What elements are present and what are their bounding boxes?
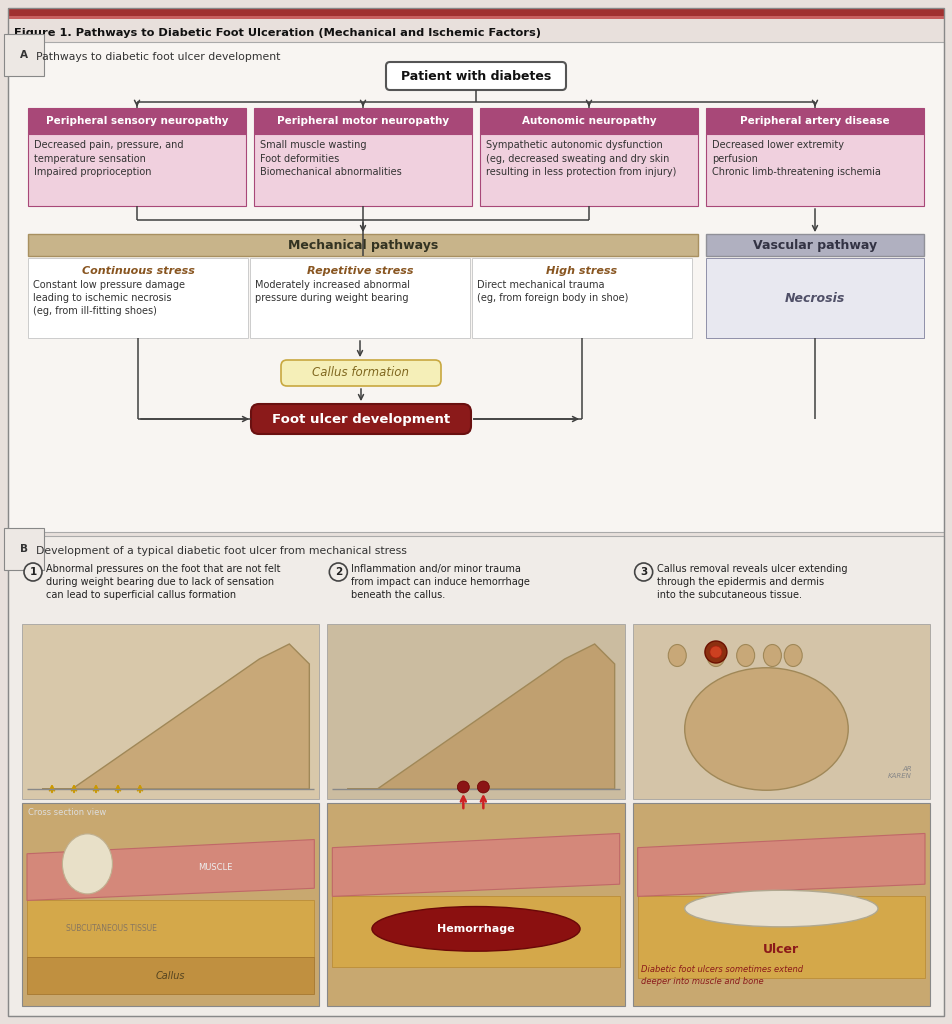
Text: Constant low pressure damage
leading to ischemic necrosis
(eg, from ill-fitting : Constant low pressure damage leading to … xyxy=(33,280,185,316)
Text: Diabetic foot ulcers sometimes extend
deeper into muscle and bone: Diabetic foot ulcers sometimes extend de… xyxy=(641,966,803,986)
Bar xyxy=(28,108,246,134)
Text: Abnormal pressures on the foot that are not felt
during weight bearing due to la: Abnormal pressures on the foot that are … xyxy=(46,564,281,600)
Bar xyxy=(254,134,472,206)
Ellipse shape xyxy=(737,644,755,667)
Ellipse shape xyxy=(764,644,782,667)
Text: Ulcer: Ulcer xyxy=(764,943,800,955)
Bar xyxy=(250,258,470,338)
Text: SUBCUTANEOUS TISSUE: SUBCUTANEOUS TISSUE xyxy=(66,925,157,933)
Bar xyxy=(27,957,314,994)
Text: Peripheral motor neuropathy: Peripheral motor neuropathy xyxy=(277,116,449,126)
Bar xyxy=(8,8,944,16)
Bar xyxy=(28,234,698,256)
Bar xyxy=(28,134,246,206)
Text: Patient with diabetes: Patient with diabetes xyxy=(401,70,551,83)
Text: Hemorrhage: Hemorrhage xyxy=(437,924,515,934)
Bar xyxy=(28,258,248,338)
Ellipse shape xyxy=(684,668,848,791)
Bar xyxy=(327,624,625,799)
Text: Continuous stress: Continuous stress xyxy=(82,266,194,276)
FancyBboxPatch shape xyxy=(386,62,566,90)
Ellipse shape xyxy=(684,890,878,927)
Bar xyxy=(638,896,925,978)
Text: 1: 1 xyxy=(30,567,36,577)
Bar xyxy=(706,234,924,256)
Text: 2: 2 xyxy=(335,567,342,577)
Text: Autonomic neuropathy: Autonomic neuropathy xyxy=(522,116,656,126)
Text: Necrosis: Necrosis xyxy=(784,292,845,304)
Text: Sympathetic autonomic dysfunction
(eg, decreased sweating and dry skin
resulting: Sympathetic autonomic dysfunction (eg, d… xyxy=(486,140,676,177)
FancyBboxPatch shape xyxy=(281,360,441,386)
Text: Moderately increased abnormal
pressure during weight bearing: Moderately increased abnormal pressure d… xyxy=(255,280,410,303)
Text: Peripheral sensory neuropathy: Peripheral sensory neuropathy xyxy=(46,116,228,126)
Bar xyxy=(8,42,944,532)
Bar xyxy=(633,803,930,1006)
Text: High stress: High stress xyxy=(546,266,618,276)
Bar xyxy=(480,134,698,206)
Text: Mechanical pathways: Mechanical pathways xyxy=(288,239,438,252)
Text: Callus: Callus xyxy=(156,971,186,981)
Circle shape xyxy=(477,781,489,793)
Bar xyxy=(27,900,314,957)
Ellipse shape xyxy=(668,644,686,667)
Polygon shape xyxy=(27,840,314,900)
Text: Decreased lower extremity
perfusion
Chronic limb-threatening ischemia: Decreased lower extremity perfusion Chro… xyxy=(712,140,881,177)
Text: Direct mechanical trauma
(eg, from foreign body in shoe): Direct mechanical trauma (eg, from forei… xyxy=(477,280,628,303)
Text: Vascular pathway: Vascular pathway xyxy=(753,239,877,252)
Text: Repetitive stress: Repetitive stress xyxy=(307,266,413,276)
Circle shape xyxy=(635,563,653,581)
Bar xyxy=(22,624,319,799)
Text: BONE: BONE xyxy=(75,859,99,868)
Text: Callus removal reveals ulcer extending
through the epidermis and dermis
into the: Callus removal reveals ulcer extending t… xyxy=(657,564,847,600)
Text: Peripheral artery disease: Peripheral artery disease xyxy=(741,116,890,126)
Ellipse shape xyxy=(707,644,724,667)
Bar xyxy=(472,258,692,338)
FancyBboxPatch shape xyxy=(251,404,471,434)
Ellipse shape xyxy=(784,644,803,667)
Text: A: A xyxy=(20,50,28,60)
Text: 3: 3 xyxy=(640,567,647,577)
Bar xyxy=(254,108,472,134)
Bar xyxy=(8,536,944,1016)
Circle shape xyxy=(329,563,347,581)
Text: Foot ulcer development: Foot ulcer development xyxy=(272,413,450,426)
Text: B: B xyxy=(20,544,28,554)
Ellipse shape xyxy=(63,834,112,894)
Bar xyxy=(706,134,924,206)
Text: Pathways to diabetic foot ulcer development: Pathways to diabetic foot ulcer developm… xyxy=(36,52,281,62)
Bar xyxy=(706,258,924,338)
Bar xyxy=(480,108,698,134)
Text: AR
KAREN: AR KAREN xyxy=(888,766,912,779)
Text: Inflammation and/or minor trauma
from impact can induce hemorrhage
beneath the c: Inflammation and/or minor trauma from im… xyxy=(351,564,530,600)
Bar xyxy=(8,16,944,19)
Circle shape xyxy=(457,781,469,793)
Ellipse shape xyxy=(704,641,727,663)
Polygon shape xyxy=(347,644,615,790)
Bar xyxy=(327,803,625,1006)
Text: Callus formation: Callus formation xyxy=(312,367,409,380)
Ellipse shape xyxy=(710,646,722,658)
Text: Cross section view: Cross section view xyxy=(28,808,107,817)
Circle shape xyxy=(24,563,42,581)
Bar xyxy=(633,624,930,799)
Ellipse shape xyxy=(372,906,580,951)
Polygon shape xyxy=(42,644,309,790)
Text: MUSCLE: MUSCLE xyxy=(198,863,232,872)
Bar xyxy=(706,108,924,134)
Polygon shape xyxy=(638,834,925,896)
Bar xyxy=(22,803,319,1006)
Text: Development of a typical diabetic foot ulcer from mechanical stress: Development of a typical diabetic foot u… xyxy=(36,546,407,556)
Polygon shape xyxy=(332,834,620,896)
Bar xyxy=(332,896,620,968)
Text: Figure 1. Pathways to Diabetic Foot Ulceration (Mechanical and Ischemic Factors): Figure 1. Pathways to Diabetic Foot Ulce… xyxy=(14,28,541,38)
Text: Decreased pain, pressure, and
temperature sensation
Impaired proprioception: Decreased pain, pressure, and temperatur… xyxy=(34,140,184,177)
Text: Small muscle wasting
Foot deformities
Biomechanical abnormalities: Small muscle wasting Foot deformities Bi… xyxy=(260,140,402,177)
